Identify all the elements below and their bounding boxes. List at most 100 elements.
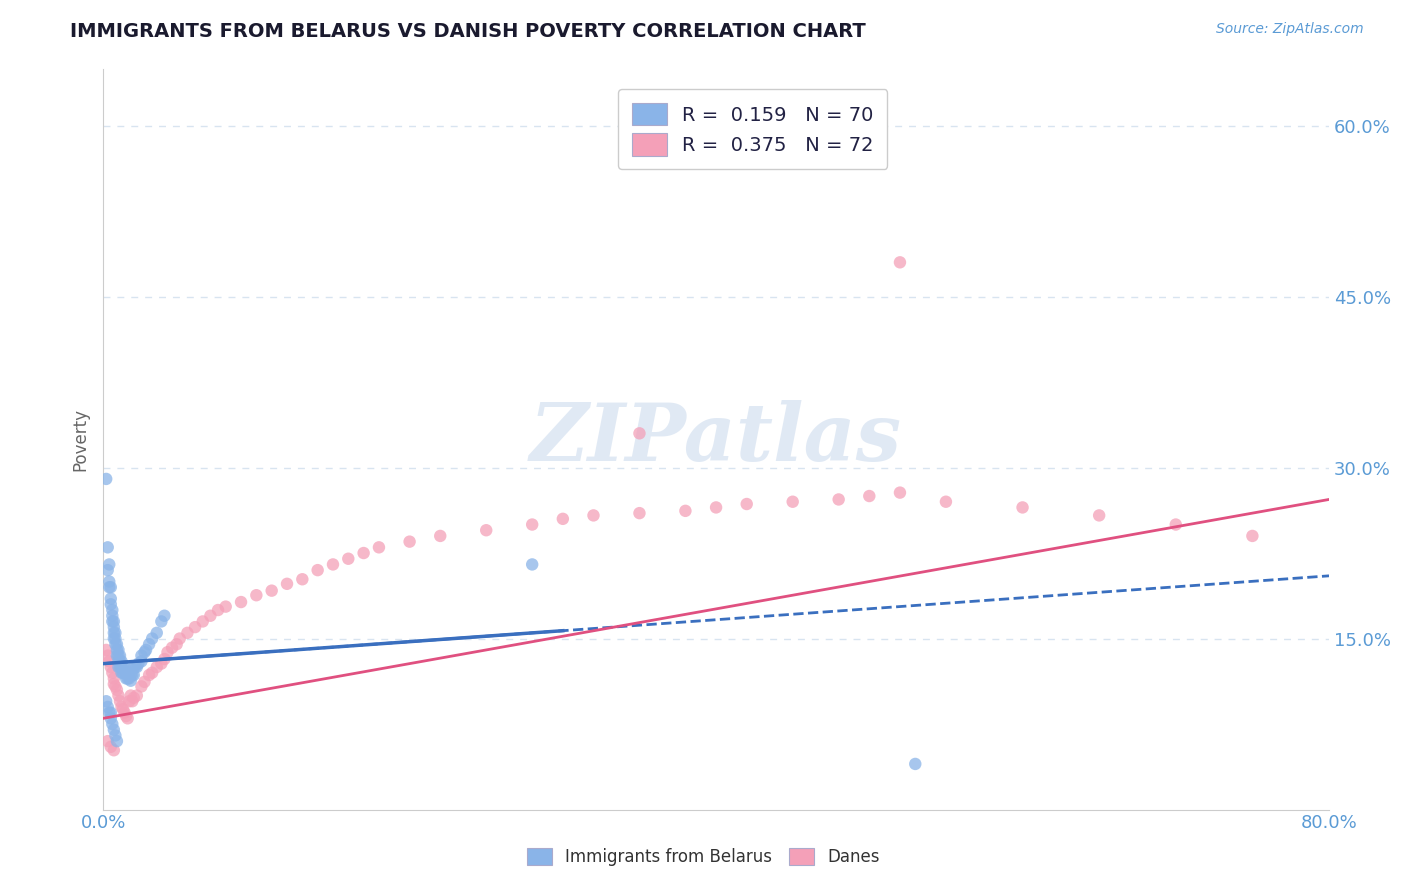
Point [107, 689, 129, 703]
Point [115, 665, 138, 680]
Y-axis label: Poverty: Poverty [72, 408, 89, 470]
Point [153, 608, 176, 623]
Point [215, 599, 238, 614]
Point [110, 654, 132, 668]
Point [735, 497, 758, 511]
Point [121, 668, 143, 682]
Point [118, 672, 141, 686]
Text: ZIPatlas: ZIPatlas [530, 401, 903, 478]
Point [105, 637, 128, 651]
Point [827, 492, 849, 507]
Point [100, 660, 122, 674]
Point [120, 673, 142, 688]
Point [110, 660, 132, 674]
Point [103, 620, 125, 634]
Point [127, 657, 149, 671]
Point [307, 563, 329, 577]
Point [100, 580, 122, 594]
Point [135, 643, 157, 657]
Point [96, 643, 118, 657]
Point [353, 546, 375, 560]
Point [105, 643, 128, 657]
Point [96, 472, 118, 486]
Point [153, 652, 176, 666]
Point [114, 665, 136, 680]
Point [276, 576, 298, 591]
Point [114, 706, 136, 720]
Point [107, 648, 129, 663]
Point [101, 608, 124, 623]
Point [184, 620, 207, 634]
Point [117, 711, 139, 725]
Point [291, 572, 314, 586]
Point [138, 668, 160, 682]
Point [138, 637, 160, 651]
Point [98, 580, 121, 594]
Point [104, 728, 127, 742]
Point [103, 723, 125, 737]
Point [522, 517, 544, 532]
Point [100, 711, 122, 725]
Point [100, 591, 122, 606]
Point [97, 563, 120, 577]
Point [103, 615, 125, 629]
Point [1011, 500, 1033, 515]
Point [169, 632, 191, 646]
Point [131, 654, 153, 668]
Point [150, 657, 173, 671]
Point [107, 660, 129, 674]
Point [98, 706, 121, 720]
Point [1241, 529, 1264, 543]
Point [245, 588, 267, 602]
Point [103, 743, 125, 757]
Point [1088, 508, 1111, 523]
Point [628, 506, 651, 520]
Point [108, 654, 131, 668]
Point [150, 615, 173, 629]
Point [100, 706, 122, 720]
Point [889, 485, 911, 500]
Point [200, 608, 222, 623]
Point [156, 645, 179, 659]
Point [673, 504, 696, 518]
Point [429, 529, 451, 543]
Point [97, 734, 120, 748]
Point [131, 680, 153, 694]
Point [260, 583, 283, 598]
Point [112, 660, 135, 674]
Point [101, 603, 124, 617]
Point [107, 654, 129, 668]
Point [105, 682, 128, 697]
Point [120, 668, 142, 682]
Point [166, 637, 188, 651]
Point [145, 625, 167, 640]
Point [122, 690, 145, 705]
Point [108, 648, 131, 663]
Point [118, 694, 141, 708]
Point [107, 643, 129, 657]
Point [141, 665, 163, 680]
Point [904, 756, 927, 771]
Point [104, 637, 127, 651]
Point [125, 660, 148, 674]
Point [110, 700, 132, 714]
Point [97, 700, 120, 714]
Point [322, 558, 344, 572]
Point [112, 702, 135, 716]
Point [97, 541, 120, 555]
Point [97, 648, 120, 663]
Point [229, 595, 252, 609]
Point [105, 734, 128, 748]
Point [104, 632, 127, 646]
Point [398, 534, 420, 549]
Point [98, 558, 121, 572]
Point [122, 660, 145, 674]
Point [118, 665, 141, 680]
Point [551, 512, 574, 526]
Point [108, 660, 131, 674]
Point [98, 574, 121, 589]
Point [207, 603, 229, 617]
Point [112, 665, 135, 680]
Point [337, 551, 360, 566]
Point [117, 665, 139, 680]
